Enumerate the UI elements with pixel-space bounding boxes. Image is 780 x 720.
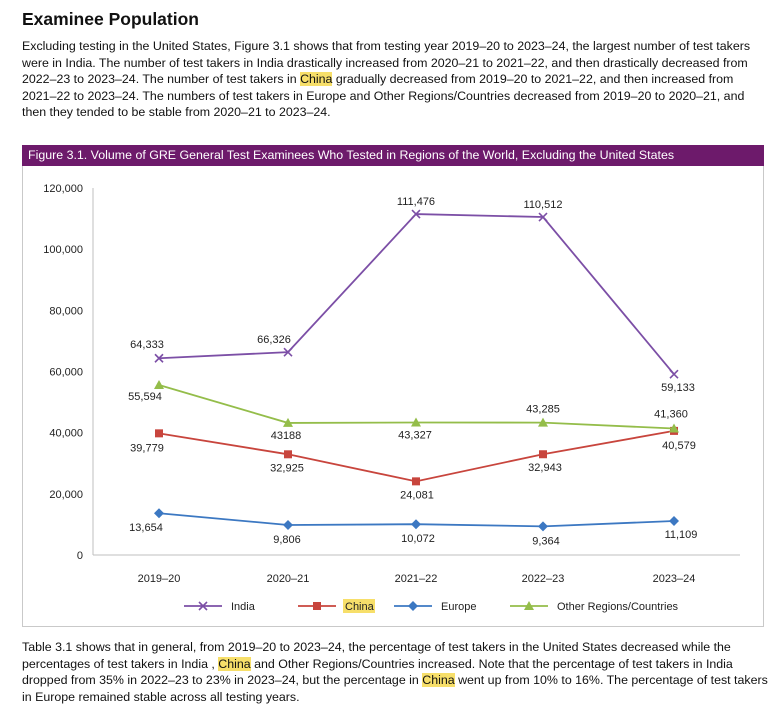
data-point-marker	[155, 429, 163, 438]
x-tick-label: 2020–21	[267, 573, 310, 585]
data-point-marker	[538, 417, 548, 427]
y-tick-label: 60,000	[49, 367, 83, 379]
figure-frame	[22, 166, 764, 627]
data-point-marker	[411, 209, 421, 219]
highlighted-term: China	[218, 656, 251, 671]
data-point-marker	[669, 369, 679, 379]
data-point-marker	[408, 601, 418, 611]
data-label: 110,512	[524, 199, 563, 211]
legend-highlight	[343, 599, 375, 613]
highlighted-term: China	[300, 72, 333, 86]
data-label: 43188	[271, 430, 302, 442]
data-point-marker	[283, 417, 293, 427]
y-tick-label: 100,000	[43, 244, 83, 256]
paragraph-text: and Other Regions/Countries increased. N…	[22, 656, 733, 688]
data-label: 32,943	[528, 462, 562, 474]
data-point-marker	[154, 379, 164, 389]
data-point-marker	[283, 347, 293, 357]
legend-label: Other Regions/Countries	[557, 601, 679, 613]
figure-title: Figure 3.1. Volume of GRE General Test E…	[22, 145, 764, 166]
intro-paragraph: Excluding testing in the United States, …	[22, 38, 770, 121]
data-label: 59,133	[661, 382, 695, 394]
data-point-marker	[154, 508, 164, 519]
data-label: 10,072	[401, 533, 435, 545]
legend-label: India	[231, 601, 256, 613]
data-point-marker	[412, 477, 420, 486]
data-label: 32,925	[270, 462, 304, 474]
data-label: 66,326	[257, 334, 291, 346]
paragraph-text: went up from 10% to 16%. The percentage …	[22, 673, 768, 704]
data-label: 13,654	[129, 522, 163, 534]
data-point-marker	[669, 423, 679, 433]
x-tick-label: 2023–24	[653, 573, 696, 585]
data-label: 9,806	[273, 534, 301, 546]
highlighted-term: China	[422, 673, 455, 687]
data-point-marker	[411, 519, 421, 530]
data-label: 55,594	[128, 391, 162, 403]
x-tick-label: 2021–22	[395, 573, 438, 585]
data-point-marker	[198, 601, 208, 611]
data-point-marker	[539, 450, 547, 459]
legend-label: Europe	[441, 601, 476, 613]
data-point-marker	[313, 602, 321, 610]
data-label: 41,360	[654, 409, 688, 421]
legend-label: China	[345, 601, 375, 613]
data-point-marker	[284, 450, 292, 459]
data-label: 24,081	[400, 489, 434, 501]
data-label: 43,285	[526, 404, 560, 416]
data-label: 11,109	[665, 529, 698, 541]
data-label: 9,364	[532, 535, 560, 547]
data-point-marker	[283, 520, 293, 531]
data-point-marker	[411, 417, 421, 427]
paragraph-text: Table 3.1 shows that in general, from 20…	[22, 640, 731, 671]
data-label: 39,779	[130, 442, 164, 454]
paragraph-text: gradually decreased from 2019–20 to 2021…	[22, 72, 745, 119]
data-point-marker	[669, 516, 679, 527]
paragraph-text: Excluding testing in the United States, …	[22, 39, 751, 86]
data-label: 111,476	[397, 196, 435, 208]
y-tick-label: 40,000	[49, 428, 83, 440]
x-tick-label: 2022–23	[522, 573, 565, 585]
data-point-marker	[538, 212, 548, 222]
y-tick-label: 20,000	[49, 489, 83, 501]
data-point-marker	[524, 601, 534, 610]
y-tick-label: 0	[77, 550, 83, 562]
y-tick-label: 120,000	[43, 183, 83, 195]
table-summary-paragraph: Table 3.1 shows that in general, from 20…	[22, 639, 770, 705]
section-heading: Examinee Population	[22, 9, 199, 29]
data-label: 40,579	[662, 440, 696, 452]
x-tick-label: 2019–20	[138, 573, 181, 585]
data-point-marker	[538, 521, 548, 532]
data-label: 64,333	[130, 339, 164, 351]
y-tick-label: 80,000	[49, 305, 83, 317]
data-point-marker	[154, 353, 164, 363]
series-line-india	[158, 213, 675, 375]
data-label: 43,327	[398, 429, 432, 441]
